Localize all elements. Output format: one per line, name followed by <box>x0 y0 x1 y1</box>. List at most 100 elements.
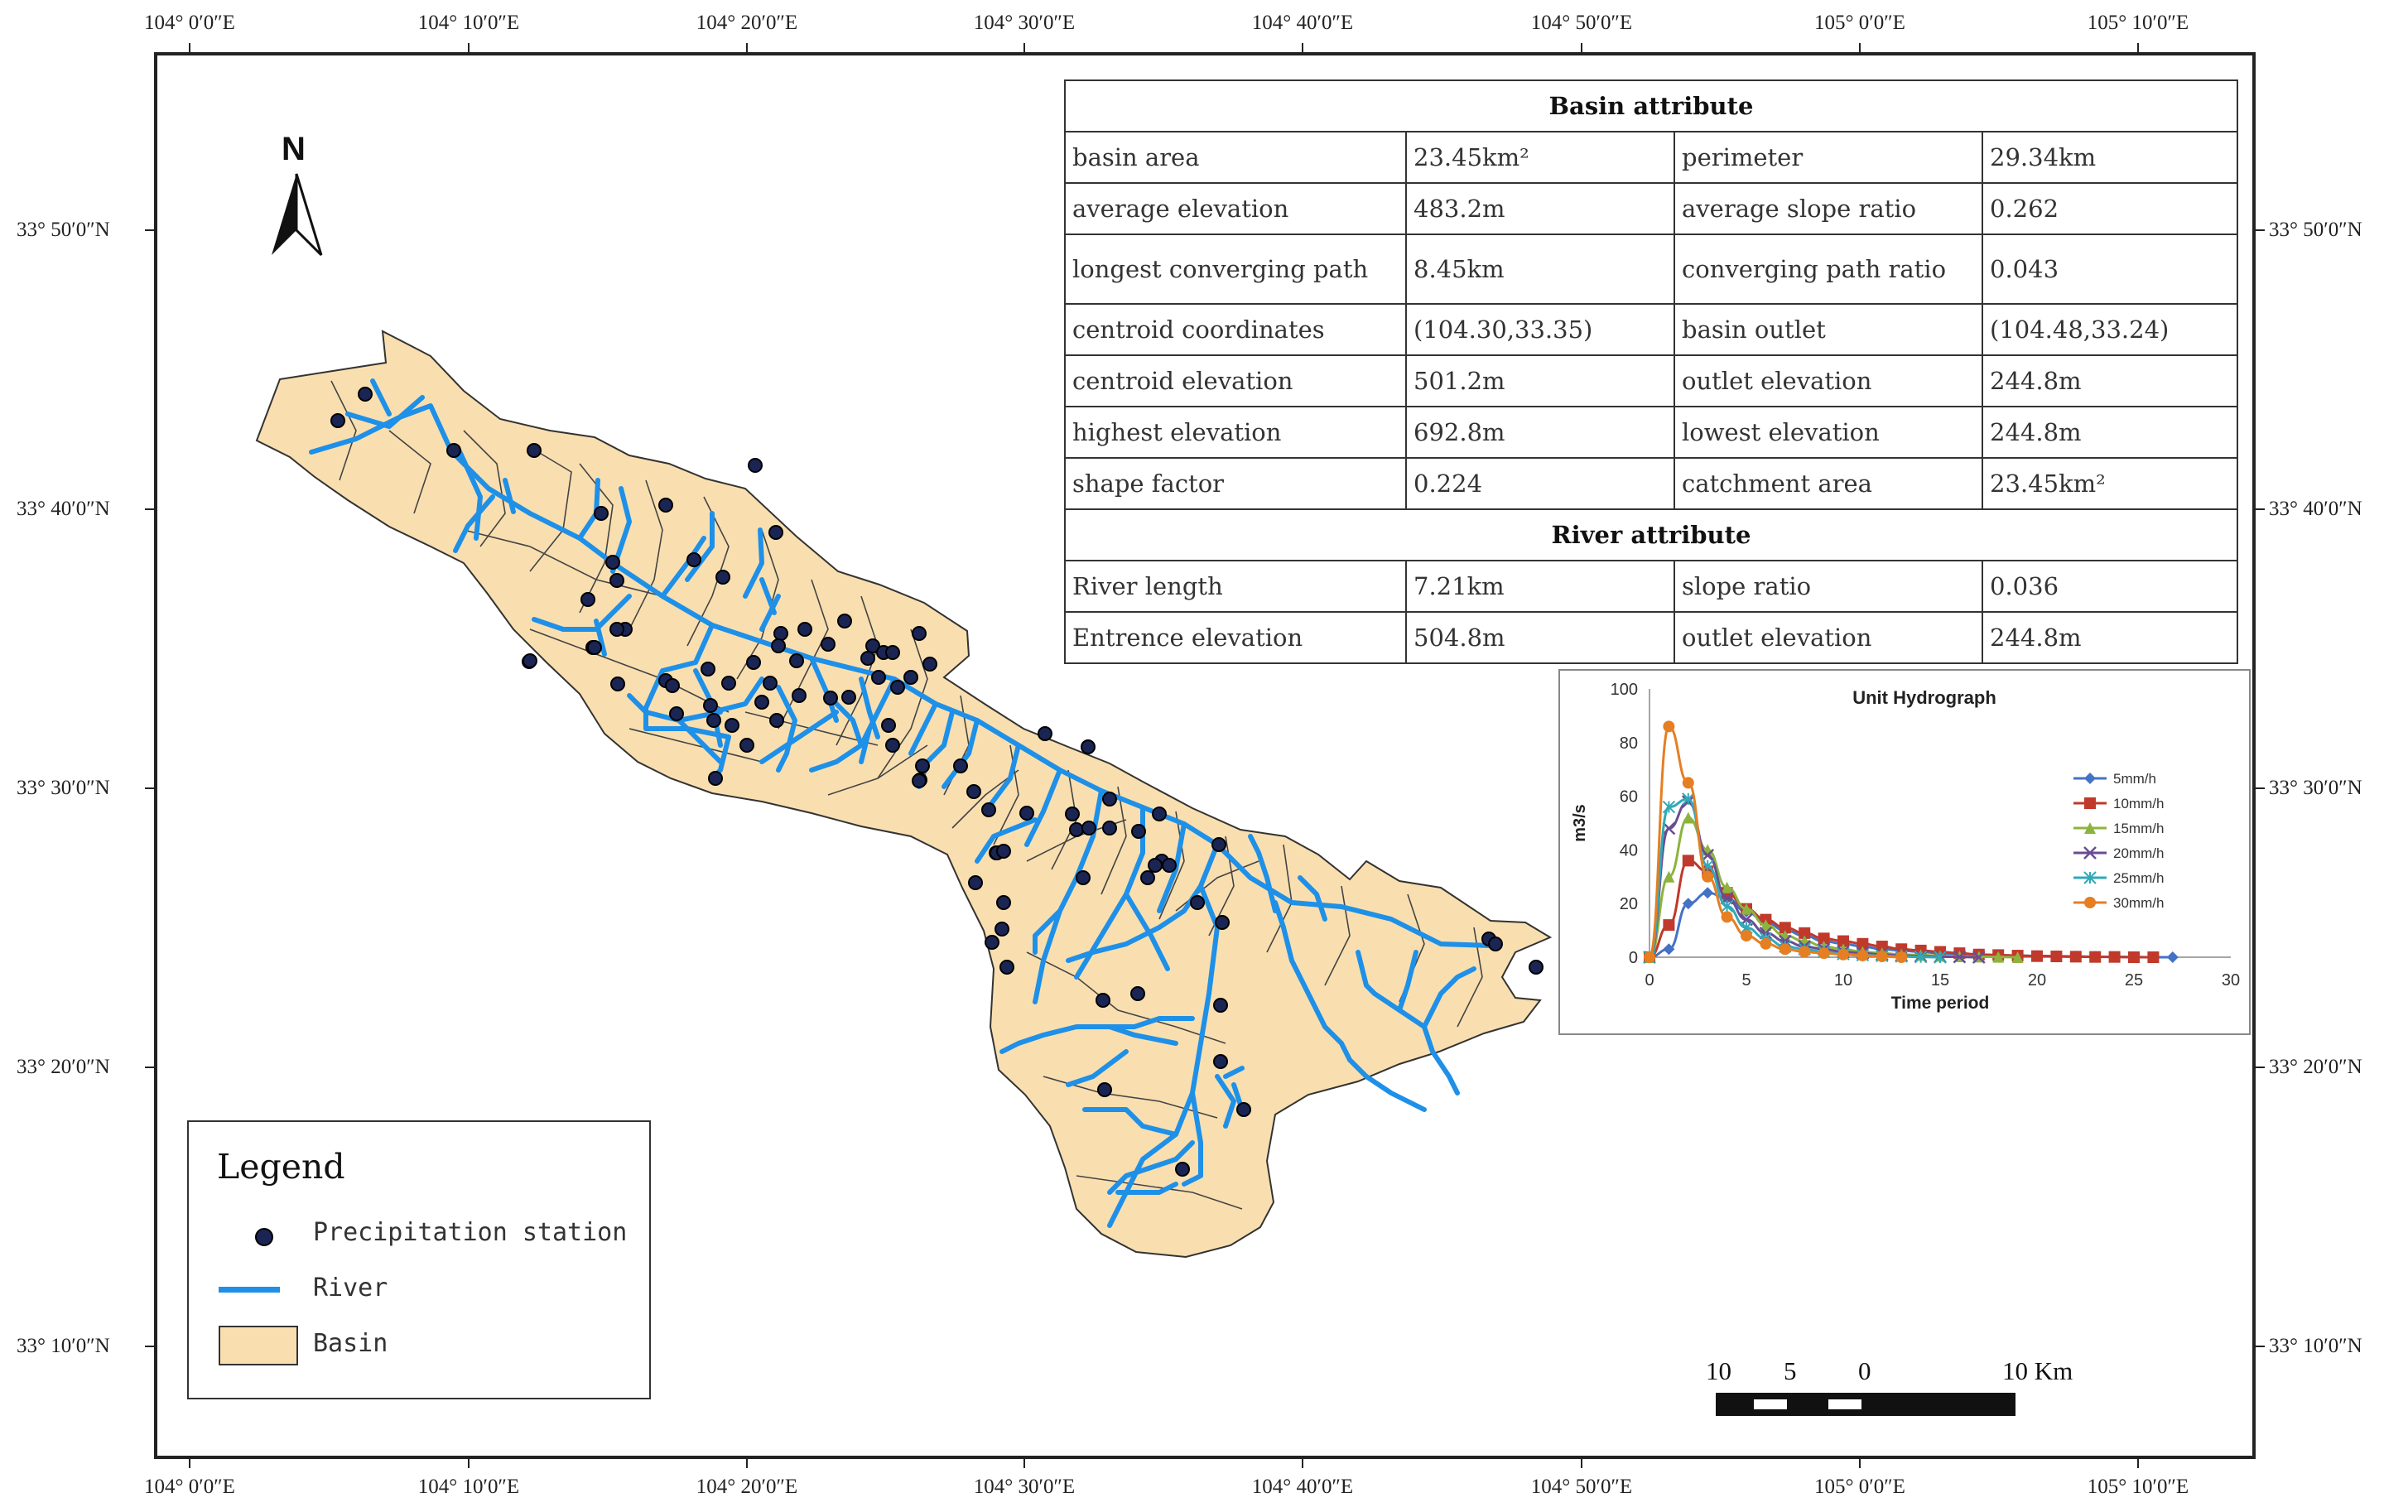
lon-label-top: 104° 0′0″E <box>144 12 235 34</box>
data-point <box>1799 946 1811 958</box>
data-point <box>2166 951 2179 963</box>
data-point <box>1682 898 1694 910</box>
attr-name: longest converging path <box>1064 234 1407 305</box>
data-point <box>1644 951 1655 963</box>
table-row: River length 7.21km slope ratio 0.036 <box>1064 560 2238 613</box>
attr-value: 244.8m <box>1982 406 2238 459</box>
data-point <box>1876 951 1888 963</box>
data-point <box>1721 911 1733 923</box>
lat-label-left: 33° 30′0″N <box>17 777 110 799</box>
attr-name: basin area <box>1064 131 1407 184</box>
lon-label-top: 104° 30′0″E <box>973 12 1076 34</box>
data-point <box>1663 870 1675 883</box>
legend-entry: 5mm/h <box>2113 771 2156 787</box>
data-point <box>1837 935 1849 947</box>
data-point <box>1953 950 1967 964</box>
lat-label-right: 33° 50′0″N <box>2269 219 2362 241</box>
legend-station-label: Precipitation station <box>313 1218 628 1247</box>
data-point <box>2084 897 2096 908</box>
attr-value: 0.043 <box>1982 234 2238 305</box>
attr-name: outlet elevation <box>1674 354 1983 407</box>
y-tick-label: 60 <box>1620 788 1638 807</box>
attr-name: converging path ratio <box>1674 234 1983 305</box>
lat-label-left: 33° 40′0″N <box>17 498 110 520</box>
attr-name: outlet elevation <box>1674 611 1983 664</box>
data-point <box>1682 777 1694 789</box>
legend-entry: 25mm/h <box>2113 870 2164 886</box>
attr-value: 23.45km² <box>1405 131 1675 184</box>
table-row: shape factor 0.224 catchment area 23.45k… <box>1064 457 2238 510</box>
data-point <box>1837 948 1849 961</box>
attr-name: slope ratio <box>1674 560 1983 613</box>
map-frame <box>154 52 2256 1459</box>
data-point <box>1760 919 1772 932</box>
lat-label-right: 33° 30′0″N <box>2269 777 2362 799</box>
basin-area <box>255 330 1553 1259</box>
attr-value: (104.30,33.35) <box>1405 303 1675 356</box>
data-point <box>1760 937 1772 950</box>
data-point <box>2084 822 2096 834</box>
attr-name: catchment area <box>1674 457 1983 510</box>
legend-entry: 30mm/h <box>2113 895 2164 911</box>
north-letter: N <box>282 131 306 167</box>
data-point <box>1972 951 1986 964</box>
data-point <box>1779 943 1791 956</box>
data-point <box>2083 846 2097 860</box>
chart-title: Unit Hydrograph <box>1852 687 1996 708</box>
series-line <box>1648 800 1979 959</box>
precipitation-stations <box>330 387 1544 1177</box>
data-point <box>1721 881 1733 893</box>
lat-label-left: 33° 10′0″N <box>17 1335 110 1357</box>
table-row: Entrence elevation 504.8m outlet elevati… <box>1064 611 2238 664</box>
lat-label-left: 33° 50′0″N <box>17 219 110 241</box>
scale-bar <box>1716 1393 2015 1416</box>
data-point <box>1663 720 1675 733</box>
x-tick-label: 30 <box>2222 971 2240 990</box>
x-tick-label: 15 <box>1931 971 1949 990</box>
x-tick-label: 20 <box>2028 971 2046 990</box>
lon-label-top: 105° 0′0″E <box>1814 12 1905 34</box>
attr-name: Entrence elevation <box>1064 611 1407 664</box>
x-tick-label: 25 <box>2125 971 2143 990</box>
scale-label: 10 <box>1706 1356 1731 1385</box>
table-row: highest elevation 692.8m lowest elevatio… <box>1064 406 2238 459</box>
attr-value: 504.8m <box>1405 611 1675 664</box>
data-point <box>1741 903 1752 915</box>
lon-label-bottom: 104° 10′0″E <box>417 1476 520 1498</box>
data-point <box>1682 855 1694 867</box>
attr-name: shape factor <box>1064 457 1407 510</box>
north-arrow: N <box>267 131 333 263</box>
river-network <box>309 378 1493 1228</box>
lat-label-right: 33° 10′0″N <box>2269 1335 2362 1357</box>
data-point <box>2084 797 2096 809</box>
lon-label-top: 104° 40′0″E <box>1251 12 1354 34</box>
x-tick-label: 10 <box>1834 971 1852 990</box>
data-point <box>1992 951 2005 963</box>
data-point <box>2147 951 2160 963</box>
scale-label: 10 Km <box>2002 1356 2073 1385</box>
table-row: average elevation 483.2m average slope r… <box>1064 182 2238 235</box>
data-point <box>1663 943 1675 956</box>
lon-label-bottom: 104° 40′0″E <box>1251 1476 1354 1498</box>
lat-label-left: 33° 20′0″N <box>17 1056 110 1078</box>
x-tick-label: 5 <box>1741 971 1751 990</box>
attr-name: highest elevation <box>1064 406 1407 459</box>
y-tick-label: 0 <box>1629 949 1638 967</box>
legend-title: Legend <box>217 1147 345 1187</box>
attr-value: 483.2m <box>1405 182 1675 235</box>
data-point <box>2128 951 2140 963</box>
scale-label: 5 <box>1784 1356 1797 1385</box>
data-point <box>1779 922 1791 934</box>
y-tick-label: 20 <box>1620 895 1638 913</box>
attr-name: average elevation <box>1064 182 1407 235</box>
basin-attribute-table: Basin attribute basin area 23.45km² peri… <box>1064 79 2238 664</box>
legend-basin-label: Basin <box>313 1329 388 1358</box>
attr-name: centroid elevation <box>1064 354 1407 407</box>
attr-name: basin outlet <box>1674 303 1983 356</box>
data-point <box>1741 930 1752 942</box>
attr-value: 244.8m <box>1982 611 2238 664</box>
table-row: basin area 23.45km² perimeter 29.34km <box>1064 131 2238 184</box>
data-point <box>1857 950 1869 962</box>
data-point <box>2089 951 2102 963</box>
data-point <box>1818 932 1830 945</box>
